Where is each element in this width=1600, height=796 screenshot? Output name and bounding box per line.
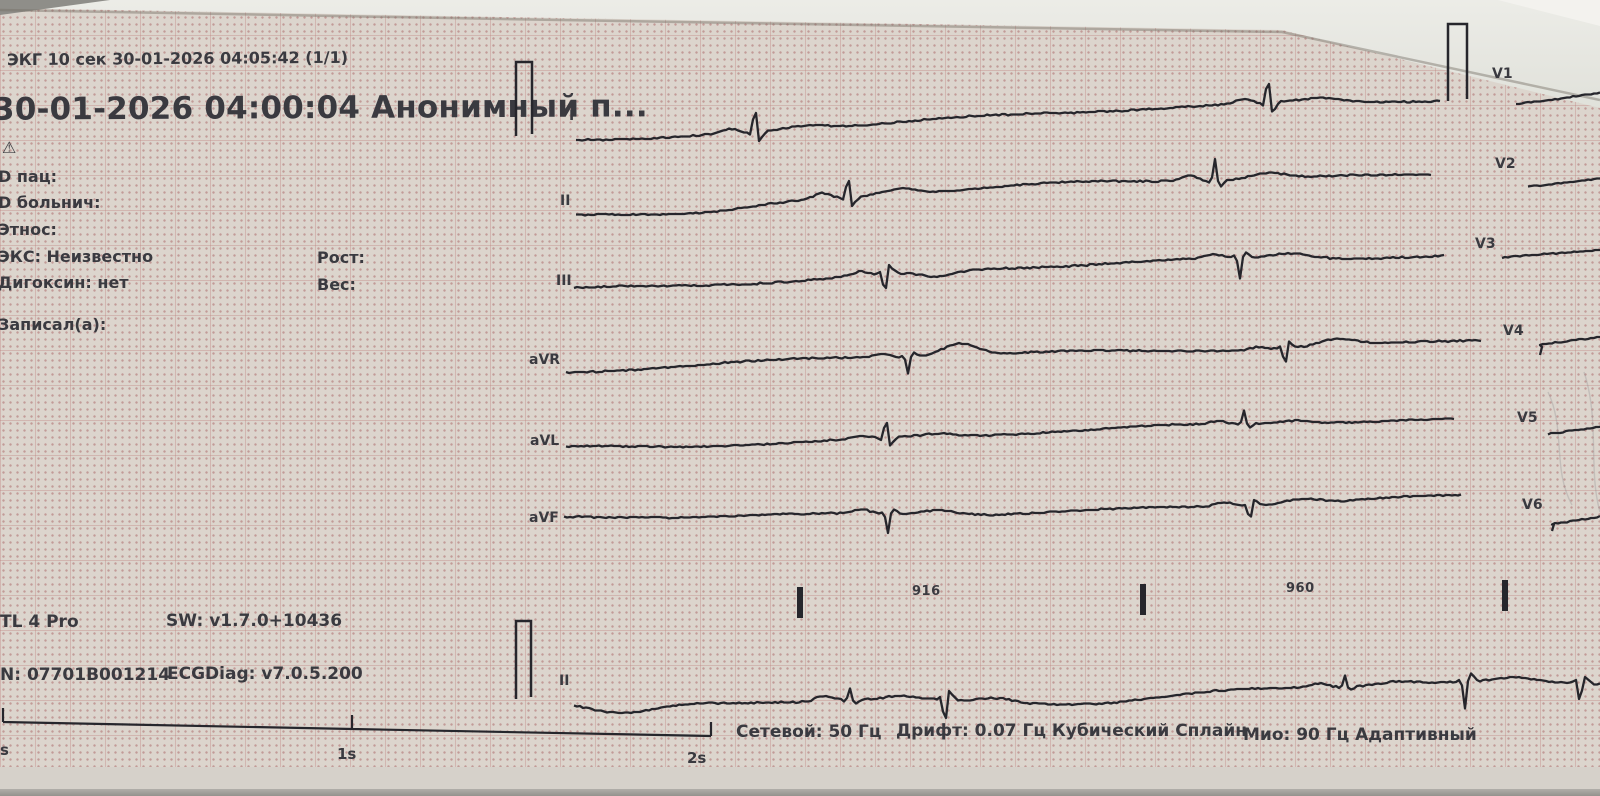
lead-label-aVL: aVL bbox=[530, 433, 560, 449]
warning-icon: ⚠ bbox=[2, 138, 17, 157]
calibration-pulse-0 bbox=[514, 60, 534, 136]
rr-interval-value-0: 916 bbox=[912, 584, 941, 599]
lead-label-V4: V4 bbox=[1503, 323, 1524, 339]
lead-trace-V1 bbox=[1516, 91, 1600, 106]
recorded-by-label: Записал(а): bbox=[0, 315, 107, 334]
weight-label: Вес: bbox=[317, 275, 356, 294]
lead-label-V6: V6 bbox=[1522, 497, 1543, 513]
lead-trace-II bbox=[576, 157, 1432, 217]
lead-label-aVR: aVR bbox=[529, 352, 561, 368]
lead-label-II-rhythm: II bbox=[559, 673, 570, 689]
device-serial: N: 07701B001214 bbox=[0, 665, 171, 685]
lead-label-I: I bbox=[569, 108, 575, 124]
time-ruler bbox=[1, 708, 713, 738]
digoxin-field: Дигоксин: нет bbox=[0, 273, 129, 292]
lead-label-V1: V1 bbox=[1492, 66, 1513, 82]
crease-marks bbox=[1547, 371, 1600, 513]
height-label: Рост: bbox=[317, 248, 365, 267]
lead-trace-III bbox=[573, 251, 1445, 290]
calibration-pulse-2 bbox=[514, 619, 533, 699]
lead-label-V5: V5 bbox=[1517, 410, 1538, 426]
lead-trace-V5 bbox=[1547, 425, 1600, 436]
lead-trace-aVF bbox=[563, 493, 1462, 535]
paper-crease-line bbox=[0, 8, 1600, 102]
lead-label-III: III bbox=[556, 273, 572, 289]
device-ecgdiag: ECGDiag: v7.0.5.200 bbox=[167, 664, 363, 684]
lead-trace-V3 bbox=[1501, 248, 1600, 260]
filter-drift: Дрифт: 0.07 Гц Кубический Сплайн bbox=[896, 721, 1247, 741]
filter-myo: Мио: 90 Гц Адаптивный bbox=[1243, 725, 1477, 745]
lead-label-II: II bbox=[560, 193, 571, 209]
lead-trace-aVL bbox=[565, 409, 1455, 449]
timescale-2s: 2s bbox=[687, 749, 707, 767]
device-software: SW: v1.7.0+10436 bbox=[166, 611, 343, 631]
calibration-pulse-1 bbox=[1446, 22, 1469, 101]
patient-id-label: D пац: bbox=[0, 167, 57, 186]
lead-label-aVF: aVF bbox=[529, 510, 559, 526]
beat-tick-1 bbox=[1140, 584, 1146, 615]
timescale-0s: s bbox=[0, 741, 9, 759]
ethnicity-label: Этнос: bbox=[0, 220, 57, 239]
beat-tick-2 bbox=[1502, 580, 1508, 611]
table-edge-bottom bbox=[0, 789, 1600, 796]
generated-traces bbox=[1, 22, 1600, 738]
lead-trace-I bbox=[576, 82, 1441, 143]
beat-tick-0 bbox=[797, 587, 803, 618]
lead-trace-V4 bbox=[1538, 335, 1600, 356]
lead-label-V3: V3 bbox=[1475, 236, 1496, 252]
lead-label-V2: V2 bbox=[1495, 156, 1516, 172]
timescale-1s: 1s bbox=[337, 745, 357, 763]
pacemaker-field: ЭКС: Неизвестно bbox=[0, 247, 154, 266]
rr-interval-value-1: 960 bbox=[1286, 581, 1315, 596]
filter-mains: Сетевой: 50 Гц bbox=[736, 722, 882, 742]
hospital-id-label: D больнич: bbox=[0, 193, 101, 212]
paper-bottom-margin bbox=[0, 767, 1600, 790]
device-model: TL 4 Pro bbox=[0, 612, 79, 632]
lead-trace-V2 bbox=[1527, 177, 1600, 188]
lead-trace-V6 bbox=[1550, 514, 1600, 532]
lead-trace-aVR bbox=[565, 337, 1482, 375]
lead-trace-II-rhythm bbox=[573, 672, 1600, 720]
